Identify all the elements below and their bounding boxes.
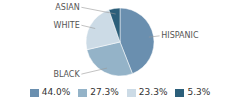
html-text:23.3%: 23.3% (138, 87, 168, 97)
html-text:5.3%: 5.3% (187, 87, 211, 97)
svg-text:HISPANIC: HISPANIC (161, 31, 199, 40)
svg-text:BLACK: BLACK (53, 70, 80, 79)
svg-text:WHITE: WHITE (53, 21, 79, 30)
html-text:44.0%: 44.0% (41, 87, 71, 97)
svg-text:ASIAN: ASIAN (55, 3, 79, 12)
html-text:27.3%: 27.3% (90, 87, 119, 97)
